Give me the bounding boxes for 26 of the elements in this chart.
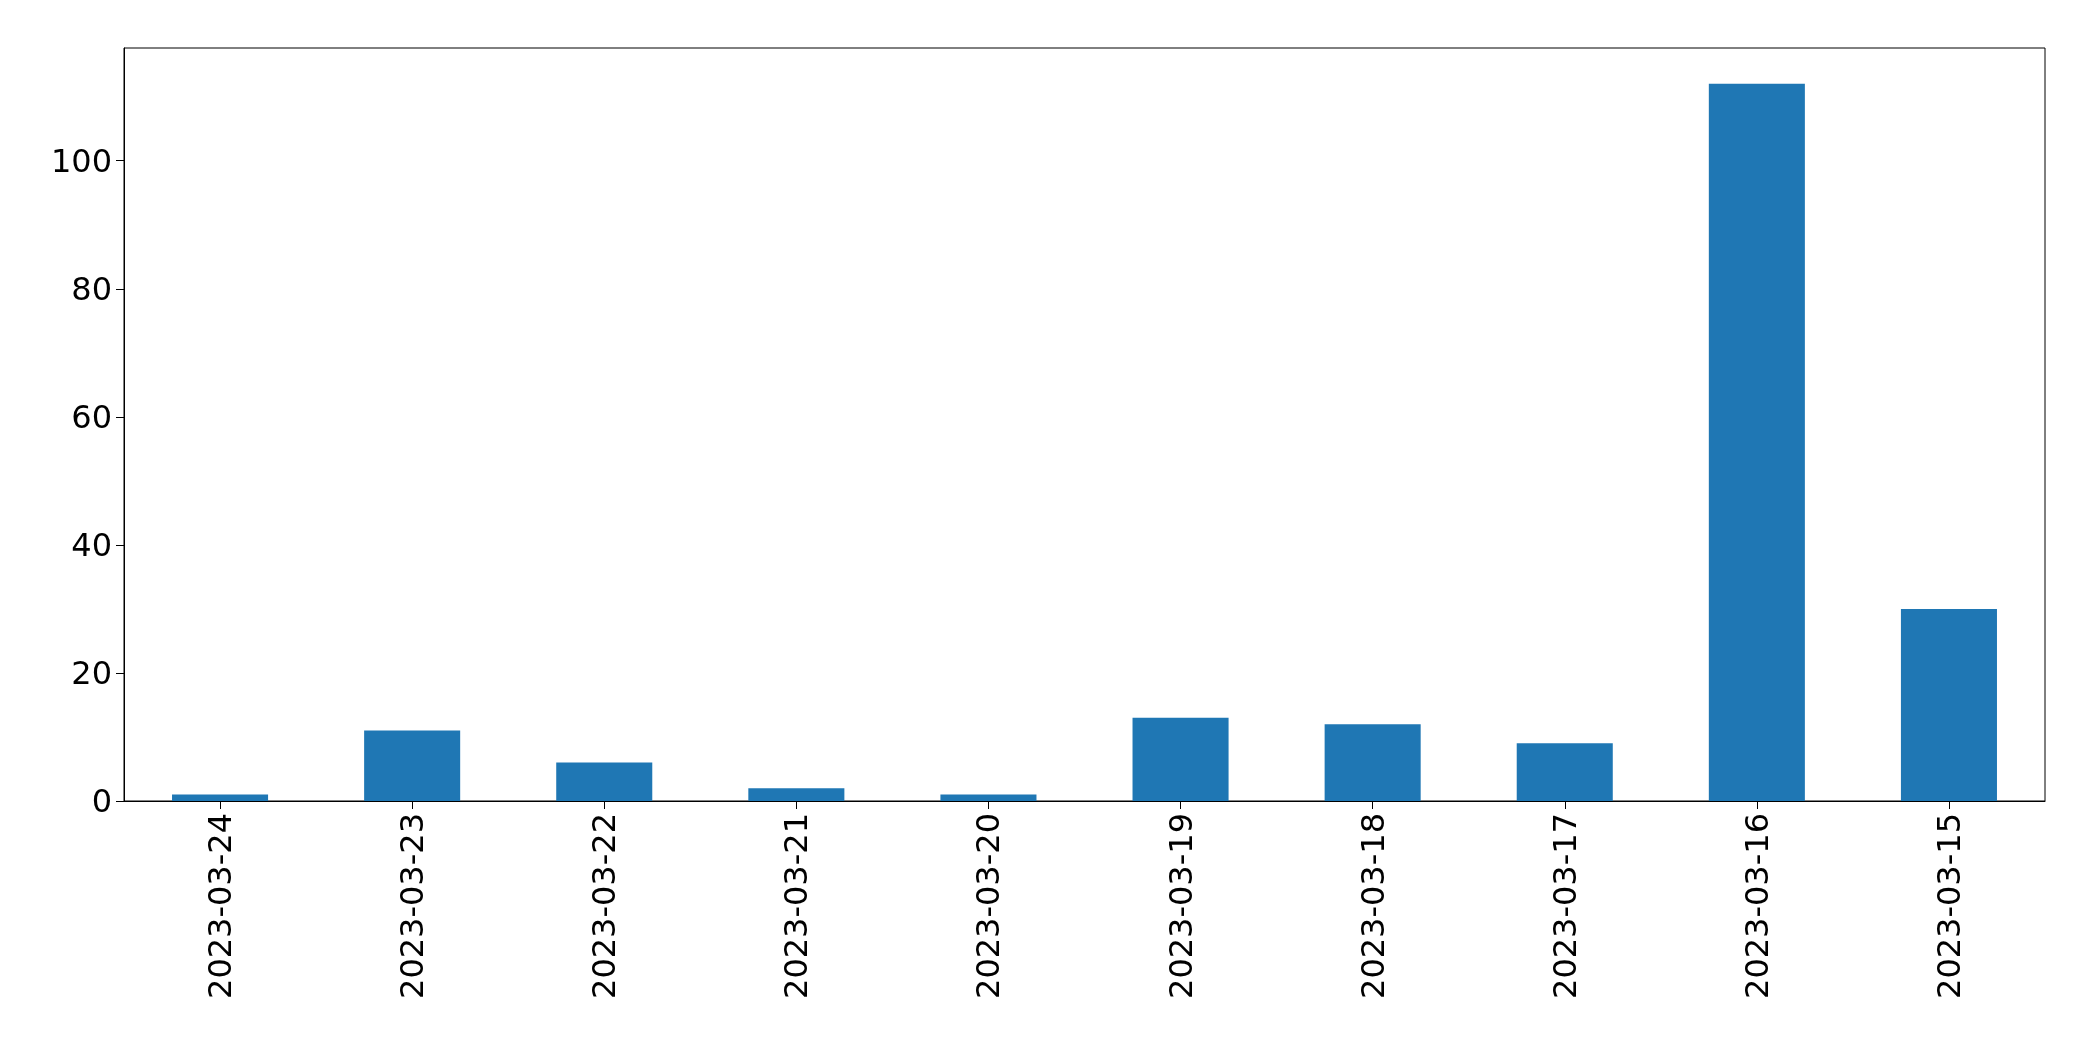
bar — [1324, 724, 1421, 801]
bar — [556, 762, 653, 801]
bar — [748, 788, 845, 801]
x-tick-label: 2023-03-19 — [1161, 813, 1200, 999]
bar — [940, 794, 1037, 801]
x-tick-label: 2023-03-22 — [585, 813, 624, 999]
y-tick-label: 0 — [91, 782, 112, 820]
bar — [1900, 608, 1997, 801]
bar — [1516, 743, 1613, 801]
x-tick-label: 2023-03-15 — [1929, 813, 1968, 999]
y-tick-label: 100 — [50, 141, 112, 180]
x-tick-label: 2023-03-23 — [393, 813, 432, 999]
x-tick-label: 2023-03-24 — [201, 813, 240, 999]
x-tick-label: 2023-03-21 — [777, 813, 816, 999]
bar — [1708, 83, 1805, 801]
y-tick-label: 80 — [71, 269, 112, 308]
bar — [172, 794, 269, 801]
y-tick-label: 60 — [71, 397, 112, 436]
x-tick-label: 2023-03-18 — [1353, 813, 1392, 999]
bar — [364, 730, 461, 801]
x-tick-label: 2023-03-17 — [1545, 813, 1584, 999]
bar — [1132, 717, 1229, 801]
x-tick-label: 2023-03-16 — [1737, 813, 1776, 999]
x-tick-label: 2023-03-20 — [969, 813, 1008, 999]
y-tick-label: 20 — [71, 653, 112, 692]
y-tick-label: 40 — [71, 525, 112, 564]
